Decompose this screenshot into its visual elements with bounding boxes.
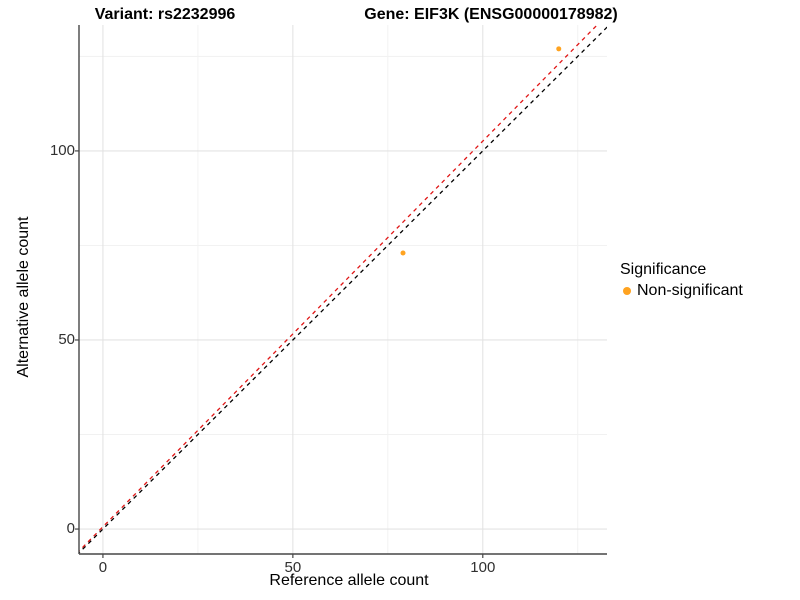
legend-item-label: Non-significant bbox=[637, 282, 743, 299]
y-tick-label: 100 bbox=[49, 141, 75, 159]
legend-title: Significance bbox=[620, 261, 707, 278]
legend-item: Non-significant bbox=[620, 280, 743, 302]
x-tick-label: 100 bbox=[470, 559, 496, 576]
legend: Significance Non-significant bbox=[620, 260, 743, 302]
plot-title-variant: Variant: rs2232996 bbox=[94, 6, 236, 23]
data-point bbox=[400, 250, 406, 256]
plot-title-gene: Gene: EIF3K (ENSG00000178982) bbox=[364, 6, 618, 23]
x-tick-label: 50 bbox=[284, 559, 302, 576]
legend-point-icon bbox=[623, 287, 631, 295]
x-tick-label: 0 bbox=[98, 559, 108, 576]
y-tick-label: 0 bbox=[66, 520, 75, 538]
y-axis-title: Alternative allele count bbox=[15, 216, 32, 378]
fit-line bbox=[79, 25, 599, 552]
data-point bbox=[556, 46, 562, 52]
x-axis-title: Reference allele count bbox=[269, 572, 429, 589]
identity-line bbox=[79, 26, 607, 554]
y-tick-label: 50 bbox=[58, 330, 75, 348]
